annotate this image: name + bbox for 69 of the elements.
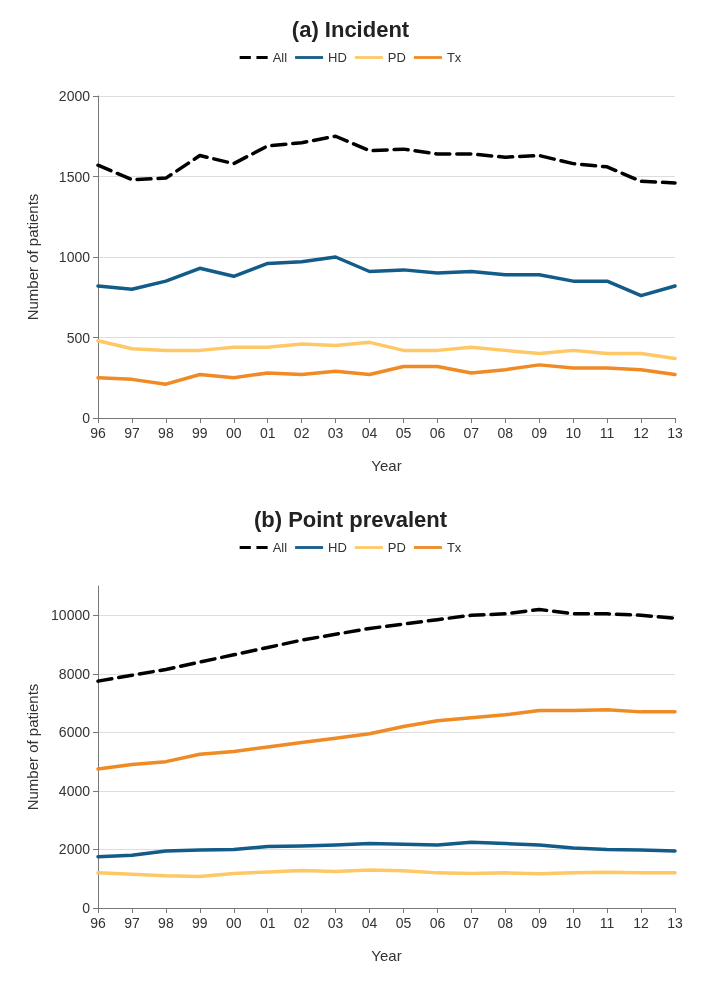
y-tick-label: 1500 <box>58 168 91 185</box>
x-tick-label: 13 <box>667 915 683 931</box>
x-tick-label: 03 <box>327 425 344 441</box>
y-tick-label: 4000 <box>58 782 91 799</box>
legend-label: Tx <box>446 540 462 555</box>
legend-label: HD <box>328 50 347 65</box>
x-tick-label: 96 <box>90 915 106 931</box>
chart-title: (b) Point prevalent <box>253 506 448 532</box>
line-series <box>96 255 677 298</box>
y-tick-label: 500 <box>66 329 91 346</box>
x-tick-label: 98 <box>158 425 174 441</box>
y-tick-label: 2000 <box>58 88 91 104</box>
x-tick-label: 01 <box>259 425 276 441</box>
x-tick-label: 09 <box>531 915 548 931</box>
line-series <box>96 840 677 859</box>
y-tick-label: 0 <box>82 410 91 426</box>
x-tick-label: 01 <box>259 915 276 931</box>
line-series <box>96 708 677 771</box>
x-tick-label: 07 <box>463 915 480 931</box>
legend-label: All <box>272 50 288 65</box>
x-tick-label: 04 <box>361 915 378 931</box>
y-axis-title: Number of patients <box>24 683 41 811</box>
y-tick-label: 1000 <box>58 249 91 265</box>
x-tick-label: 06 <box>429 915 446 931</box>
y-tick-label: 6000 <box>58 724 91 741</box>
x-tick-label: 05 <box>395 915 412 931</box>
x-tick-label: 10 <box>565 915 582 931</box>
x-tick-label: 12 <box>633 425 650 441</box>
x-tick-label: 09 <box>531 425 548 441</box>
line-series <box>96 338 677 361</box>
x-tick-label: 98 <box>158 915 174 931</box>
x-tick-label: 99 <box>192 425 208 441</box>
y-tick-label: 10000 <box>51 607 91 624</box>
x-tick-label: 08 <box>497 425 514 441</box>
x-tick-label: 96 <box>90 425 106 441</box>
x-tick-label: 97 <box>124 425 140 441</box>
x-tick-label: 10 <box>565 425 582 441</box>
y-axis-title: Number of patients <box>24 193 41 321</box>
x-tick-label: 05 <box>395 425 412 441</box>
x-tick-label: 00 <box>225 425 242 441</box>
x-tick-label: 11 <box>599 915 615 931</box>
legend-label: All <box>272 540 288 555</box>
line-series <box>96 868 677 879</box>
legend-label: PD <box>387 50 406 65</box>
legend-label: HD <box>328 540 347 555</box>
x-tick-label: 03 <box>327 915 344 931</box>
x-tick-label: 06 <box>429 425 446 441</box>
line-series <box>96 134 677 185</box>
chart-title: (a) Incident <box>291 16 410 42</box>
y-tick-label: 8000 <box>58 665 91 682</box>
x-tick-label: 02 <box>293 915 310 931</box>
x-tick-label: 00 <box>225 915 242 931</box>
x-tick-label: 13 <box>667 425 683 441</box>
x-tick-label: 04 <box>361 425 378 441</box>
x-tick-label: 97 <box>124 915 140 931</box>
legend-label: Tx <box>446 50 462 65</box>
line-series <box>96 363 677 386</box>
legend-label: PD <box>387 540 406 555</box>
x-tick-label: 12 <box>633 915 650 931</box>
x-tick-label: 08 <box>497 915 514 931</box>
y-tick-label: 2000 <box>58 841 91 858</box>
x-tick-label: 02 <box>293 425 310 441</box>
y-tick-label: 0 <box>82 900 91 916</box>
x-tick-label: 07 <box>463 425 480 441</box>
x-tick-label: 11 <box>599 425 615 441</box>
x-tick-label: 99 <box>192 915 208 931</box>
x-axis-title: Year <box>371 457 402 474</box>
line-series <box>96 607 677 683</box>
x-axis-title: Year <box>371 947 402 964</box>
